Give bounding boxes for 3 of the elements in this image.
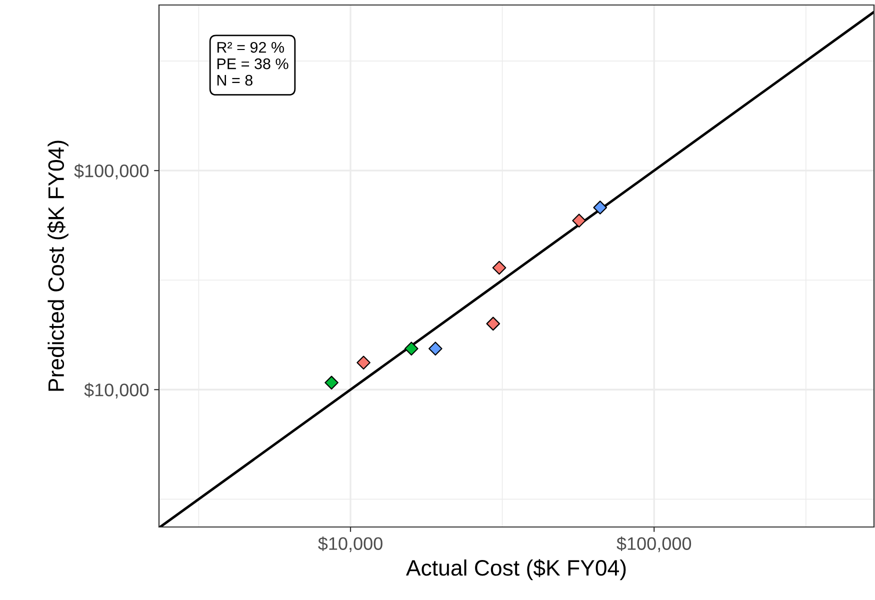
y-axis-title: Predicted Cost ($K FY04) <box>47 140 68 391</box>
annotation: R² = 92 % PE = 38 % N = 8 <box>217 42 288 86</box>
x-axis-title: Actual Cost ($K FY04) <box>406 559 626 580</box>
